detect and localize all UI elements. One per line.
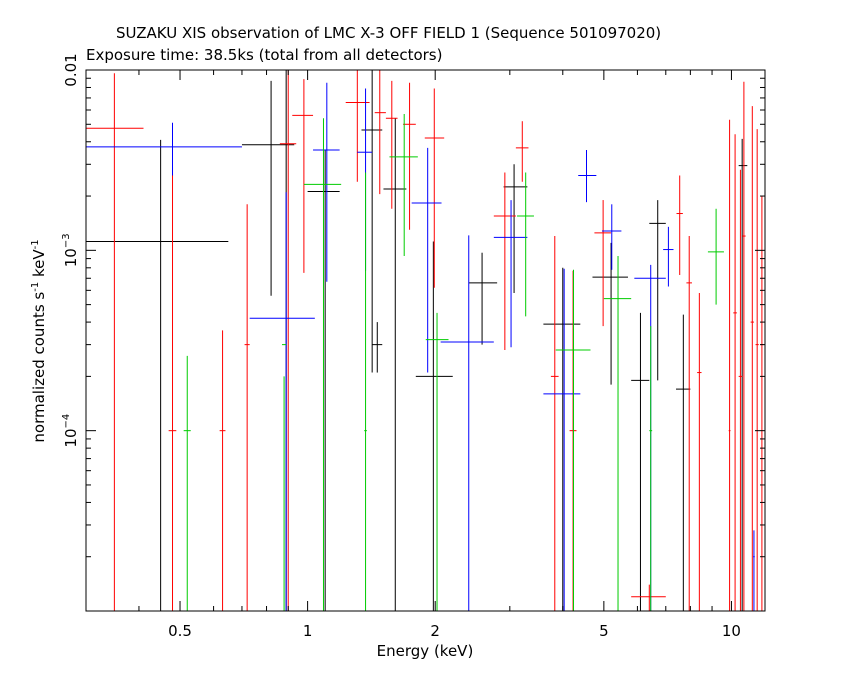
- y-tick-label: 10−4: [61, 414, 80, 448]
- x-tick-label: 5: [599, 622, 609, 640]
- data-point: [303, 118, 342, 611]
- data-point: [578, 150, 597, 203]
- data-point: [292, 79, 314, 273]
- data-point: [733, 134, 737, 611]
- data-point: [697, 292, 702, 611]
- axes-layer: 0.5 1 2 5 10 10−4 10−3 0.01: [61, 53, 766, 640]
- y-axis-label-exp1: -1: [30, 282, 41, 292]
- y-axis-label: normalized counts s-1 keV-1: [30, 239, 48, 442]
- data-point: [728, 119, 731, 611]
- data-point: [372, 322, 383, 373]
- y-axis-label-mid: keV: [30, 249, 48, 282]
- data-point: [663, 226, 674, 287]
- series-0: [86, 69, 748, 611]
- data-point: [86, 73, 144, 611]
- data-point: [676, 314, 691, 611]
- data-point: [602, 204, 622, 270]
- data-point: [383, 118, 407, 611]
- data-point: [249, 192, 315, 611]
- data-point: [183, 355, 191, 611]
- data-point: [281, 344, 287, 611]
- data-point: [403, 82, 416, 230]
- data-point: [357, 88, 373, 271]
- data-point: [603, 256, 632, 611]
- x-tick-label: 0.5: [168, 622, 192, 640]
- data-point: [592, 242, 628, 385]
- data-layer: [86, 69, 764, 611]
- data-point: [219, 330, 226, 611]
- data-point: [86, 122, 242, 176]
- data-point: [313, 82, 340, 282]
- data-point: [631, 312, 650, 611]
- data-point: [649, 200, 666, 381]
- data-point: [517, 172, 534, 317]
- data-point: [649, 326, 653, 611]
- data-point: [86, 139, 229, 611]
- data-point: [425, 312, 449, 611]
- data-point: [241, 80, 295, 296]
- data-point: [503, 164, 528, 293]
- data-point: [361, 70, 383, 373]
- plot-frame: [85, 69, 766, 612]
- data-point: [686, 236, 692, 611]
- data-point: [550, 236, 559, 611]
- data-point: [707, 208, 724, 305]
- chart-title: SUZAKU XIS observation of LMC X-3 OFF FI…: [116, 24, 661, 42]
- data-point: [750, 106, 754, 611]
- data-point: [168, 166, 177, 611]
- y-tick-label: 0.01: [62, 53, 80, 86]
- data-point: [389, 114, 418, 257]
- data-point: [279, 70, 297, 611]
- data-point: [753, 530, 755, 611]
- data-point: [555, 269, 591, 611]
- data-point: [415, 241, 453, 611]
- data-point: [385, 80, 398, 209]
- x-tick-label: 10: [722, 622, 741, 640]
- data-point: [374, 70, 386, 195]
- data-point: [411, 147, 442, 373]
- data-point: [676, 175, 683, 275]
- data-point: [543, 267, 581, 611]
- x-axis-label: Energy (keV): [377, 642, 474, 660]
- data-point: [543, 268, 581, 611]
- data-point: [515, 121, 529, 182]
- data-point: [594, 200, 612, 327]
- data-point: [755, 129, 759, 611]
- series-3: [183, 114, 724, 611]
- data-point: [424, 88, 445, 288]
- series-2: [86, 82, 755, 611]
- data-point: [468, 252, 498, 345]
- y-axis-label-exp2: -1: [30, 239, 41, 249]
- data-point: [493, 200, 528, 348]
- data-point: [738, 138, 748, 611]
- data-point: [631, 584, 666, 611]
- data-point: [364, 172, 367, 611]
- x-tick-label: 2: [430, 622, 440, 640]
- y-axis-label-main: normalized counts s: [30, 292, 48, 443]
- data-point: [742, 81, 746, 611]
- data-point: [738, 169, 743, 611]
- chart-subtitle: Exposure time: 38.5ks (total from all de…: [86, 46, 442, 64]
- data-point: [634, 264, 666, 611]
- data-point: [440, 235, 494, 611]
- y-tick-label: 10−3: [61, 233, 80, 267]
- x-tick-label: 1: [303, 622, 313, 640]
- data-point: [493, 172, 516, 351]
- data-point: [244, 204, 250, 611]
